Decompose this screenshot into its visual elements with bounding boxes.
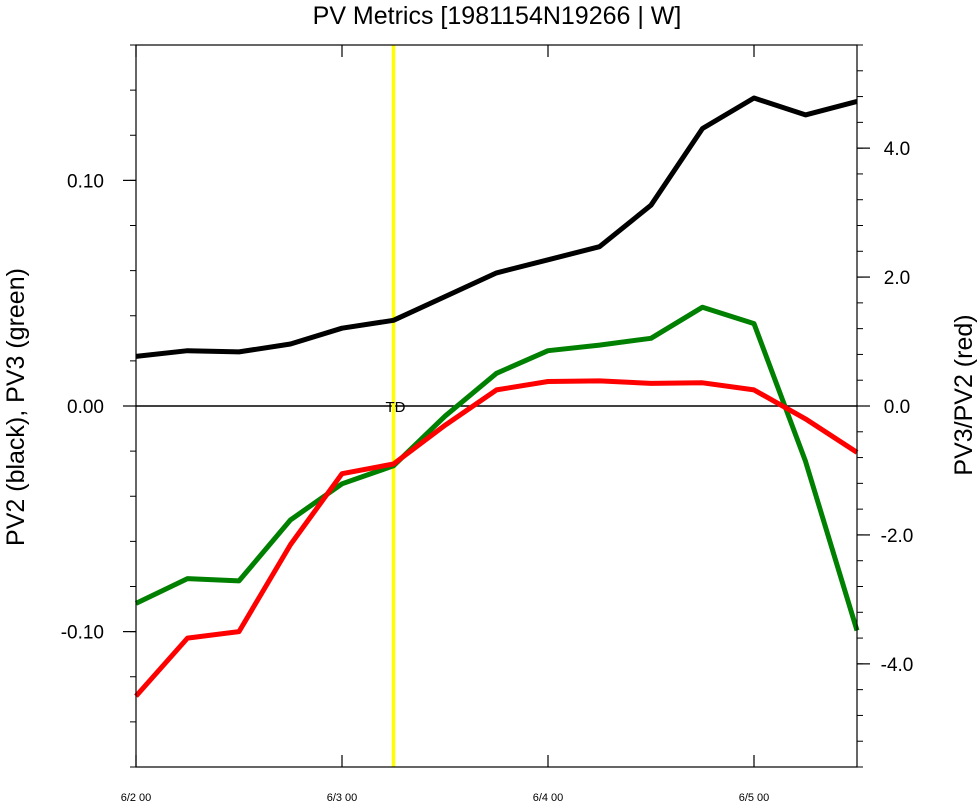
y-axis-left-label: PV2 (black), PV3 (green) xyxy=(2,268,30,546)
plot-frame xyxy=(135,44,858,768)
left-tick-label: 0.00 xyxy=(67,397,104,418)
right-tick-label: -2.0 xyxy=(881,526,914,547)
left-tick-label: -0.10 xyxy=(61,623,104,644)
axis-ticks: -0.10 0.00 0.10 -4.0 -2.0 0.0 2.0 4.0 6/2 00 6/3 … xyxy=(61,44,914,804)
chart-title: PV Metrics [1981154N19266 | W] xyxy=(313,2,682,30)
right-tick-label: 2.0 xyxy=(884,268,910,289)
marker-label: TD xyxy=(386,399,406,416)
series-line-pv3 xyxy=(134,304,860,632)
series-line-ratio xyxy=(134,378,859,698)
x-tick-label: 6/3 00 xyxy=(327,792,358,804)
x-tick-label: 6/5 00 xyxy=(739,792,770,804)
right-tick-label: -4.0 xyxy=(881,655,914,676)
x-tick-label: 6/4 00 xyxy=(533,792,564,804)
series-line-pv2 xyxy=(135,95,858,359)
right-tick-label: 0.0 xyxy=(884,397,910,418)
left-tick-label: 0.10 xyxy=(67,171,104,192)
x-tick-label: 6/2 00 xyxy=(121,792,152,804)
y-axis-right-label: PV3/PV2 (red) xyxy=(950,314,978,475)
storm-marker: TD xyxy=(386,45,406,767)
right-tick-label: 4.0 xyxy=(884,139,910,160)
series-lines xyxy=(134,95,860,698)
